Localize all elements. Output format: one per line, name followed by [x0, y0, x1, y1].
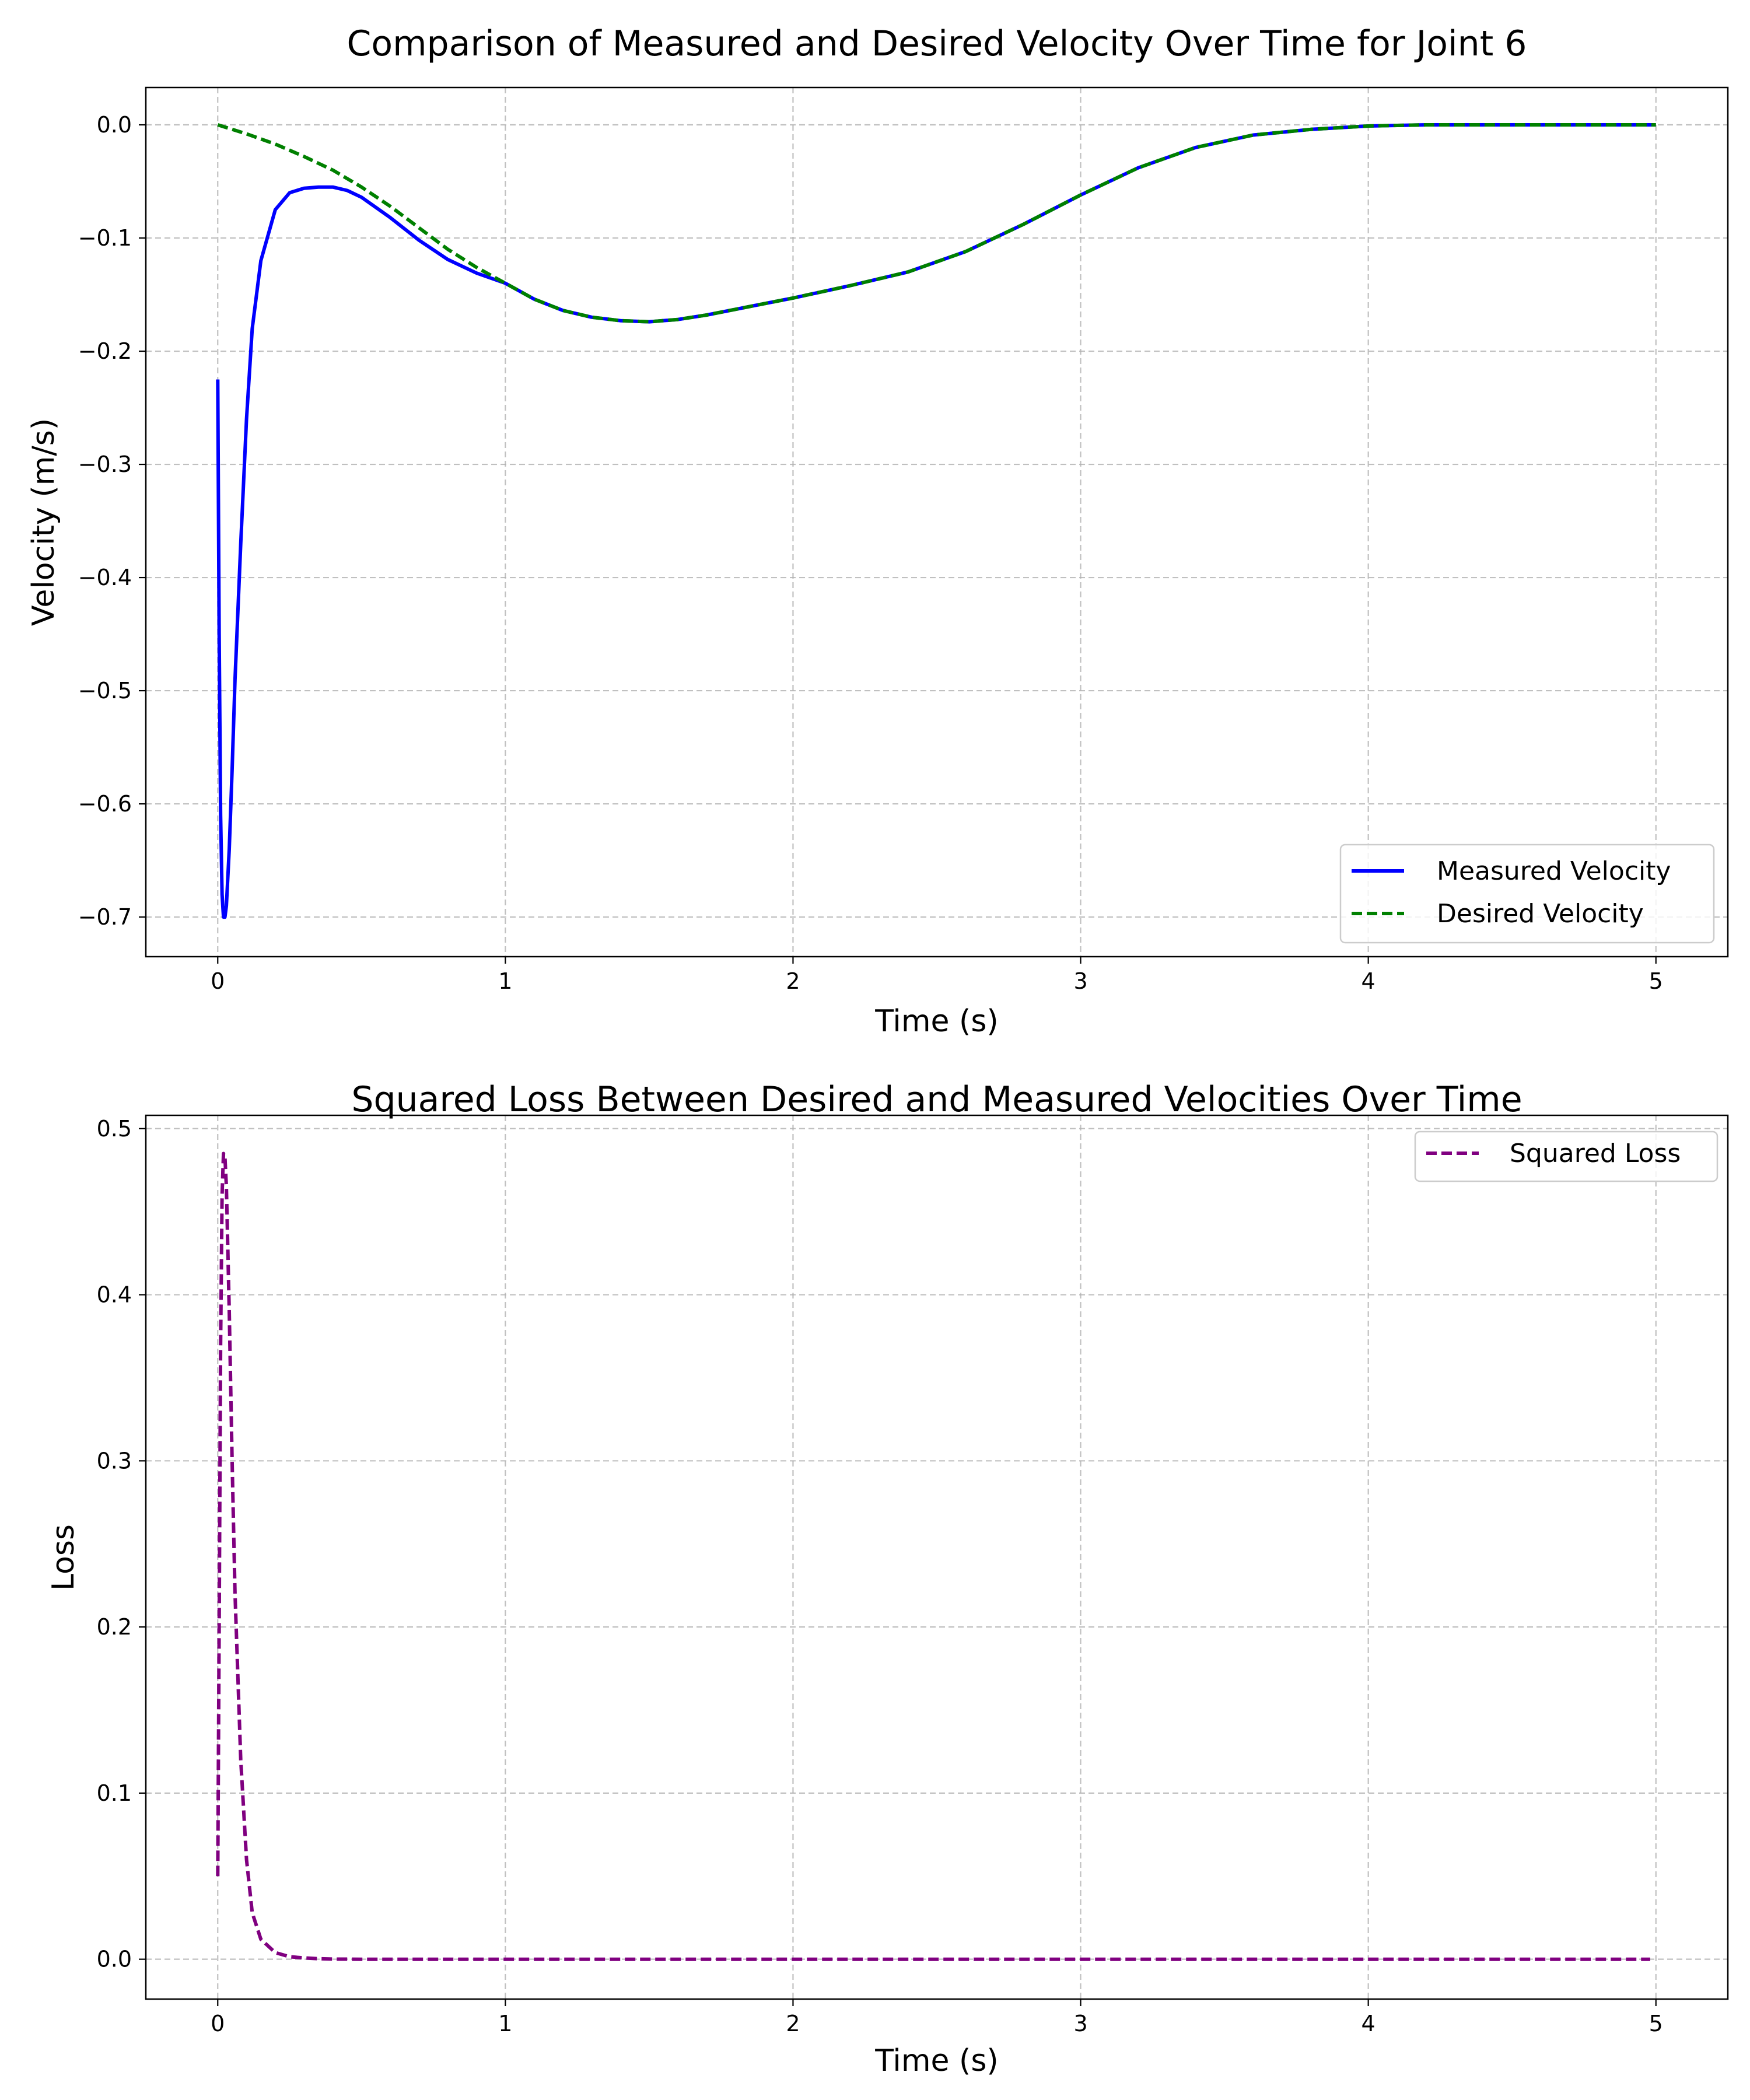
x-tick-label: 1 — [498, 968, 512, 994]
y-tick-label: −0.2 — [78, 338, 132, 364]
chart-title: Comparison of Measured and Desired Veloc… — [347, 23, 1527, 64]
series-lines — [216, 123, 1656, 919]
axis-ticks: 0 1 2 3 4 5 0.0 −0.1 −0.2 −0.3 −0.4 −0.5 −0.6 −0.7 — [78, 112, 1663, 994]
x-tick-label: 5 — [1649, 2011, 1663, 2036]
velocity-chart: Comparison of Measured and Desired Veloc… — [26, 23, 1729, 1039]
y-tick-label: −0.5 — [78, 678, 132, 704]
loss-chart: Squared Loss Between Desired and Measure… — [46, 1079, 1729, 2078]
x-tick-label: 0 — [211, 2011, 225, 2036]
y-tick-label: 0.1 — [97, 1780, 132, 1806]
legend-label-desired: Desired Velocity — [1437, 899, 1644, 929]
x-tick-label: 3 — [1073, 968, 1087, 994]
x-tick-label: 4 — [1362, 968, 1376, 994]
y-tick-label: 0.0 — [97, 1947, 132, 1972]
legend-label-measured: Measured Velocity — [1437, 856, 1671, 886]
y-tick-label: −0.1 — [78, 225, 132, 251]
x-tick-label: 0 — [211, 968, 225, 994]
axis-ticks: 0 1 2 3 4 5 0.0 0.1 0.2 0.3 0.4 0.5 — [97, 1116, 1663, 2036]
legend-label-loss: Squared Loss — [1510, 1139, 1681, 1168]
series-line-desired-velocity — [217, 123, 1656, 324]
y-tick-label: −0.6 — [78, 791, 132, 817]
series-lines — [216, 1152, 1650, 1961]
y-tick-label: 0.2 — [97, 1614, 132, 1640]
chart-title: Squared Loss Between Desired and Measure… — [351, 1079, 1522, 1120]
x-tick-label: 5 — [1649, 968, 1663, 994]
grid-lines — [146, 88, 1728, 957]
legend: Measured Velocity Desired Velocity — [1339, 844, 1715, 944]
y-axis-label: Loss — [46, 1524, 81, 1591]
x-axis-label: Time (s) — [874, 2043, 998, 2078]
plot-area-frame — [145, 86, 1729, 958]
x-axis-label: Time (s) — [874, 1004, 998, 1039]
x-tick-label: 2 — [786, 968, 800, 994]
y-tick-label: 0.4 — [97, 1282, 132, 1308]
y-axis-label: Velocity (m/s) — [26, 418, 61, 626]
legend: Squared Loss — [1414, 1130, 1718, 1182]
x-tick-label: 3 — [1073, 2011, 1087, 2036]
y-tick-label: 0.0 — [97, 112, 132, 138]
x-tick-label: 4 — [1362, 2011, 1376, 2036]
y-tick-label: 0.5 — [97, 1116, 132, 1142]
plot-area-frame — [145, 1114, 1729, 2000]
x-tick-label: 1 — [498, 2011, 512, 2036]
legend-box — [1414, 1130, 1718, 1182]
y-tick-label: 0.3 — [97, 1448, 132, 1474]
y-tick-label: −0.4 — [78, 565, 132, 590]
series-line-squared-loss — [216, 1152, 1650, 1961]
x-tick-label: 2 — [786, 2011, 800, 2036]
legend-box — [1339, 844, 1715, 944]
y-tick-label: −0.3 — [78, 452, 132, 477]
y-tick-label: −0.7 — [78, 904, 132, 930]
